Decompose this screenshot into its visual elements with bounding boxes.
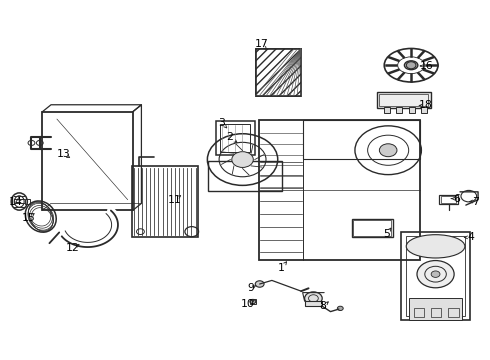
Bar [256,49,301,96]
Text: 4: 4 [468,232,475,242]
Circle shape [232,152,253,167]
Bar [259,120,420,260]
Text: 8: 8 [320,301,327,311]
Bar [431,308,441,317]
Text: 5: 5 [383,229,390,239]
Bar [409,107,415,113]
Text: 2: 2 [226,132,233,142]
Circle shape [431,271,440,278]
Text: 1: 1 [278,263,285,273]
Text: 13: 13 [56,149,70,159]
Bar [132,166,197,237]
Bar [414,308,424,317]
Text: 6: 6 [454,194,461,204]
Bar [448,308,459,317]
Bar [256,49,301,96]
Bar [421,107,427,113]
Circle shape [337,306,343,311]
Text: 12: 12 [66,243,80,253]
Bar [353,220,391,236]
Circle shape [255,281,264,287]
Bar [406,235,465,316]
Bar [401,232,470,320]
Text: 7: 7 [472,197,479,207]
Bar [25,199,30,204]
Bar [208,161,282,191]
Bar [377,92,431,108]
Bar [305,301,322,306]
Text: 11: 11 [168,195,181,205]
Text: 15: 15 [22,213,36,222]
Bar [409,298,463,320]
Text: 14: 14 [8,197,22,207]
Ellipse shape [404,61,418,70]
Circle shape [250,300,256,304]
Ellipse shape [406,235,465,258]
Text: 9: 9 [247,283,254,293]
Bar [250,299,256,304]
Text: 16: 16 [420,61,434,71]
Bar [256,49,301,96]
Bar [351,219,393,237]
Text: 17: 17 [255,40,269,49]
Bar [396,107,402,113]
Bar [220,124,250,152]
Text: 3: 3 [218,118,225,128]
Bar [42,112,133,211]
Bar [216,121,255,155]
Text: 10: 10 [241,299,254,309]
Circle shape [379,144,397,157]
Circle shape [406,62,416,69]
Text: 18: 18 [419,100,433,111]
Bar [303,120,420,159]
Bar [256,49,301,96]
Circle shape [417,261,454,288]
Bar [379,94,428,107]
Bar [440,195,458,204]
Bar [384,107,390,113]
Circle shape [305,292,322,305]
Bar [441,197,456,203]
